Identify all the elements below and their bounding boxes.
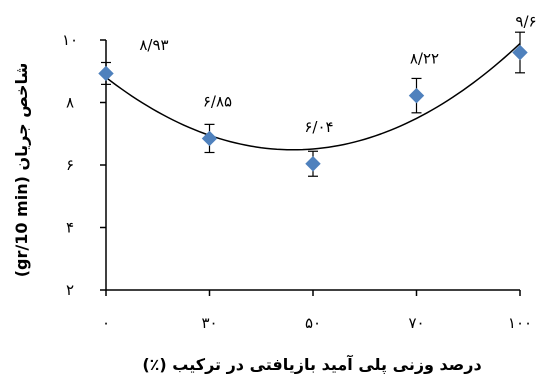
- data-point: [512, 44, 528, 61]
- data-label: ۶/۰۴: [304, 118, 333, 136]
- x-tick-label: ۰: [102, 314, 110, 332]
- x-axis-title: درصد وزنی پلی آمید بازیافتی در ترکیب (٪): [142, 354, 481, 375]
- point-labels: ۸/۹۳ ۶/۸۵ ۶/۰۴ ۸/۲۲ ۹/۶: [139, 13, 536, 136]
- data-point: [98, 65, 114, 82]
- y-tick-label: ۸: [66, 94, 74, 112]
- y-axis-title: شاخص جریان (gr/10 min): [12, 63, 31, 278]
- y-ticks: ۲ ۴ ۶ ۸ ۱۰: [62, 31, 106, 299]
- x-tick-label: ۳۰: [201, 314, 217, 332]
- x-tick-label: ۷۰: [408, 314, 424, 332]
- x-ticks: ۰ ۳۰ ۵۰ ۷۰ ۱۰۰: [102, 290, 532, 332]
- y-tick-label: ۴: [66, 219, 74, 237]
- y-tick-label: ۱۰: [62, 31, 78, 49]
- y-tick-label: ۶: [66, 156, 74, 174]
- data-label: ۸/۹۳: [139, 36, 168, 54]
- data-label: ۹/۶: [515, 13, 536, 31]
- data-label: ۸/۲۲: [410, 50, 439, 68]
- y-tick-label: ۲: [66, 281, 74, 299]
- data-point: [408, 87, 425, 104]
- data-label: ۶/۸۵: [203, 92, 232, 110]
- x-tick-label: ۵۰: [305, 314, 321, 332]
- trendline: [105, 43, 521, 151]
- data-point: [305, 156, 321, 172]
- data-points: [98, 44, 528, 172]
- x-tick-label: ۱۰۰: [508, 314, 532, 332]
- data-point: [201, 130, 218, 147]
